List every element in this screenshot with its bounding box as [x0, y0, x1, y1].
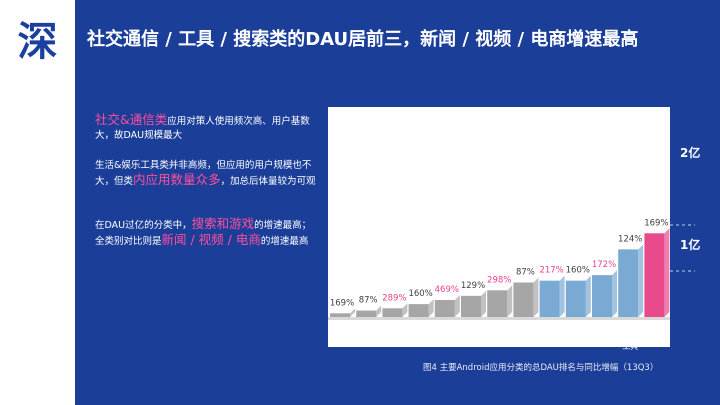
page-title: 社交通信 / 工具 / 搜索类的DAU居前三，新闻 / 视频 / 电商增速最高 — [87, 28, 639, 50]
growth-label-3: 289% — [382, 293, 406, 303]
bar-top-12 — [618, 244, 644, 250]
category-label-11: 搜索 — [596, 321, 612, 331]
category-label-12-1: 生活& — [619, 321, 641, 331]
growth-label-8: 87% — [516, 268, 535, 278]
bar-top-10 — [565, 275, 591, 281]
bar-side-1 — [350, 308, 355, 317]
bar-side-5 — [454, 294, 460, 317]
growth-label-4: 160% — [408, 289, 432, 299]
category-label-12-3: 工具 — [622, 342, 638, 351]
bar-top-9 — [539, 275, 565, 281]
bullet-growth-suffix: 的增速最高 — [260, 236, 309, 247]
growth-label-1: 169% — [330, 298, 354, 308]
bullet-growth-prefix: 在DAU过亿的分类中， — [95, 220, 192, 231]
bar-side-4 — [428, 299, 434, 317]
growth-label-10: 160% — [566, 266, 590, 276]
bar-6 — [461, 295, 481, 317]
bullet-growth: 在DAU过亿的分类中，搜索和游戏的增速最高；全类别对比则是新闻 / 视频 / 电… — [95, 217, 320, 249]
category-label-6-2: 音乐 — [465, 331, 481, 341]
bar-side-11 — [612, 270, 617, 317]
bar-5 — [434, 299, 455, 317]
bar-side-3 — [402, 303, 408, 317]
category-label-7-2: 视频 — [491, 331, 507, 341]
category-label-2-1: 地图 — [360, 321, 376, 331]
ref-label-1yi: 1亿 — [680, 238, 701, 252]
logo-text: 深 — [17, 17, 58, 65]
header: 深 社交通信 / 工具 / 搜索类的DAU居前三，新闻 / 视频 / 电商增速最… — [0, 0, 720, 75]
sidebar — [0, 75, 75, 405]
bar-12 — [618, 249, 639, 317]
title-bar: 社交通信 / 工具 / 搜索类的DAU居前三，新闻 / 视频 / 电商增速最高 — [75, 0, 720, 75]
logo: 深 — [0, 0, 75, 75]
category-label-3: 电商 — [386, 321, 402, 331]
bullet-tools: 生活&娱乐工具类并非高频，但应用的用户规模也不大，但类内应用数量众多，加总后体量… — [95, 159, 320, 189]
category-label-8: 浏览器 — [513, 321, 537, 331]
growth-label-5: 469% — [435, 285, 459, 295]
category-label-1-1: 生活 — [334, 321, 350, 331]
bar-side-9 — [559, 275, 565, 317]
bar-side-8 — [533, 277, 539, 317]
category-label-13-1: 生活& — [645, 321, 667, 331]
growth-label-2: 87% — [359, 296, 378, 306]
chart-floor — [328, 317, 670, 320]
bar-10 — [565, 280, 586, 317]
bar-8 — [513, 282, 534, 317]
category-label-2-2: 导航 — [360, 331, 376, 341]
bar-top-6 — [461, 290, 486, 296]
bullet-tools-highlight: 内应用数量众多 — [133, 172, 221, 187]
growth-label-11: 172% — [592, 260, 616, 270]
bar-top-11 — [592, 270, 617, 276]
bar-side-6 — [481, 290, 486, 317]
category-label-12-2: 娱乐 — [622, 331, 638, 341]
bullet-social-highlight: 社交&通信类 — [95, 112, 168, 127]
bar-9 — [539, 280, 560, 317]
bar-13 — [644, 233, 665, 317]
bar-side-13 — [664, 228, 670, 317]
bar-11 — [592, 275, 612, 317]
growth-label-6: 129% — [461, 281, 485, 291]
ref-label-2yi: 2亿 — [680, 146, 701, 160]
bar-top-4 — [408, 299, 434, 305]
bar-4 — [408, 304, 429, 317]
category-label-7-1: 在线 — [491, 321, 507, 331]
bullet-social: 社交&通信类应用对策人使用频次高、用户基数大，故DAU规模最大 — [95, 113, 320, 143]
bar-7 — [487, 290, 508, 317]
bar-top-8 — [513, 277, 539, 283]
category-label-13-2: 通信 — [648, 331, 664, 341]
category-label-6-1: 在线 — [465, 321, 481, 331]
bar-3 — [382, 308, 403, 317]
category-label-1-2: 服务 — [334, 331, 350, 341]
bar-2 — [356, 310, 377, 317]
bar-top-2 — [356, 305, 382, 311]
bullet-growth-highlight-1: 搜索和游戏 — [191, 216, 255, 231]
content-area: 社交&通信类应用对策人使用频次高、用户基数大，故DAU规模最大 生活&娱乐工具类… — [75, 75, 720, 405]
bullet-growth-middle: 的增速最高；全类别对比则是 — [95, 220, 312, 247]
bar-1 — [330, 313, 350, 317]
bar-side-12 — [638, 244, 644, 317]
growth-label-7: 298% — [487, 275, 511, 285]
bar-top-5 — [434, 294, 460, 300]
bar-top-13 — [644, 228, 670, 234]
bullet-tools-suffix: ，加总后体量较为可观 — [220, 176, 316, 187]
bar-top-1 — [330, 308, 355, 314]
growth-label-9: 217% — [539, 266, 563, 276]
category-label-4: 阅读 — [413, 321, 429, 331]
category-label-10: 安全 — [570, 321, 586, 331]
bar-side-2 — [376, 305, 382, 317]
category-label-5: 新闻 — [439, 321, 455, 331]
bar-top-7 — [487, 285, 513, 291]
growth-label-12: 124% — [618, 234, 642, 244]
figure-caption: 图4 主要Android应用分类的总DAU排名与同比增幅（13Q3） — [423, 363, 659, 373]
bullet-growth-highlight-2: 新闻 / 视频 / 电商 — [161, 232, 261, 247]
bullet-tools-prefix: 生活&娱乐工具类并非高频，但应用的用户规模也不大，但类 — [95, 160, 312, 187]
bar-top-3 — [382, 303, 408, 309]
bullet-social-text: 应用对策人使用频次高、用户基数大，故DAU规模最大 — [95, 116, 310, 141]
category-label-9: 游戏 — [544, 321, 560, 331]
bar-side-7 — [507, 285, 513, 317]
bar-side-10 — [585, 275, 591, 317]
growth-label-13: 169% — [644, 218, 668, 228]
